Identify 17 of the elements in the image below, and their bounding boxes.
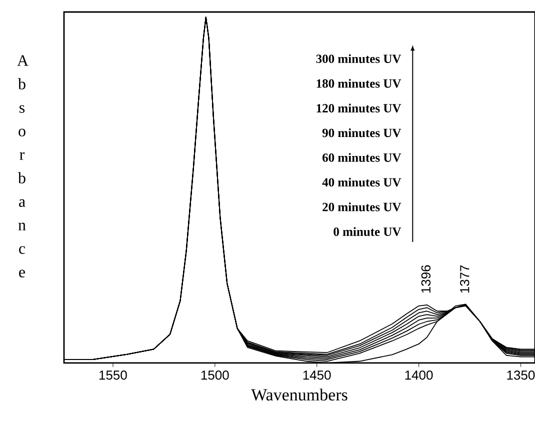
annotation: 20 minutes UV: [322, 202, 402, 212]
annotation: 40 minutes UV: [322, 178, 402, 187]
x-axis-title: Wavenumbers: [251, 388, 348, 401]
annotation: 0 minute UV: [334, 227, 402, 236]
x-tick-label: 1500: [201, 370, 229, 380]
annotation: 180 minutes UV: [316, 78, 402, 88]
annotation: 300 minutes UV: [316, 54, 402, 64]
x-tick-label: 1450: [303, 370, 331, 380]
annotation: 60 minutes UV: [322, 153, 402, 162]
x-tick-label: 1350: [507, 370, 535, 380]
annotation: 120 minutes UV: [316, 104, 402, 113]
x-tick-label: 1550: [99, 370, 127, 380]
text: Absorbance: [17, 55, 28, 278]
annotation: 1396: [421, 265, 431, 293]
x-tick-label: 1400: [405, 370, 433, 380]
annotation: 90 minutes UV: [322, 128, 402, 138]
annotation: 1377: [460, 265, 470, 293]
